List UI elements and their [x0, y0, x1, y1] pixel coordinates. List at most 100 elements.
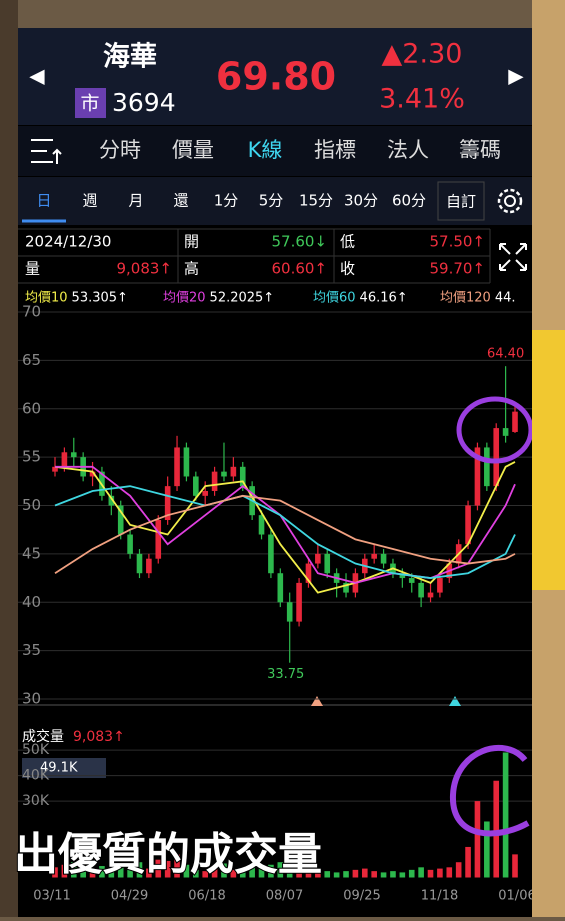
period[interactable]: 1分 [214, 192, 239, 210]
volume-bar [408, 869, 415, 878]
candle-body [155, 520, 162, 559]
volume-bar [193, 869, 199, 878]
volume-bar [221, 863, 227, 878]
volume-bar [512, 854, 518, 878]
candle-body [146, 558, 152, 574]
volume-value: 9,083↑ [73, 729, 125, 745]
y-tick-label: 40 [22, 593, 41, 611]
x-tick-label: 01/06 [498, 889, 535, 904]
high-label: 64.40 [487, 347, 524, 362]
tab[interactable]: 分時 [99, 138, 141, 162]
volume-bar [127, 867, 133, 878]
volume-bar [286, 853, 293, 878]
info-value: 57.50↑ [429, 233, 485, 251]
candle-body [371, 553, 377, 559]
volume-bar [146, 868, 152, 878]
period[interactable]: 60分 [392, 192, 426, 210]
menu-icon[interactable] [31, 139, 62, 164]
info-grid [18, 228, 491, 284]
low-label: 33.75 [267, 667, 304, 682]
volume-bar [174, 854, 180, 878]
y-tick-label: 35 [22, 641, 41, 659]
volume-bar [136, 862, 143, 878]
candle-body [484, 447, 490, 487]
volume-tick-label: 50K [22, 742, 50, 758]
next-arrow[interactable]: ▶ [508, 64, 524, 88]
legend-value: 44. [495, 291, 516, 306]
candle-body [136, 553, 143, 574]
volume-bar [418, 867, 424, 878]
candle-body [239, 466, 246, 487]
volume-bar [230, 869, 237, 878]
y-tick-label: 65 [22, 351, 41, 369]
tab[interactable]: 法人 [387, 138, 429, 162]
candle-body [343, 582, 349, 593]
candle-body [305, 563, 312, 583]
candle-body [408, 578, 415, 583]
tab[interactable]: 籌碼 [459, 138, 501, 162]
volume-bar [202, 871, 209, 878]
change: ▲2.30 [382, 39, 463, 70]
price: 69.80 [216, 55, 336, 99]
volume-bar [164, 860, 171, 878]
candle-body [324, 553, 331, 574]
candle-body [277, 573, 284, 603]
market: 市 [80, 93, 99, 115]
stock-code: 3694 [112, 88, 176, 117]
candle-body [493, 428, 500, 487]
volume-bar [343, 871, 349, 878]
poster [532, 330, 565, 590]
settings-gear[interactable] [497, 188, 523, 214]
candle-body [418, 582, 424, 598]
volume-bar [493, 780, 500, 878]
periods-bg [18, 177, 532, 225]
y-tick-label: 55 [22, 448, 41, 466]
period[interactable]: 還 [173, 192, 188, 210]
volume-bar [437, 868, 443, 878]
date: 2024/12/30 [25, 233, 111, 251]
x-tick-label: 04/29 [111, 889, 148, 904]
tab[interactable]: 價量 [172, 138, 214, 162]
subtitle: 出優質的成交量 [14, 829, 322, 880]
period[interactable]: 5分 [259, 192, 284, 210]
candle-body [183, 447, 190, 477]
x-tick-label: 08/07 [266, 889, 303, 904]
period[interactable]: 月 [128, 192, 143, 210]
volume-bar [61, 864, 68, 878]
volume-bar [239, 871, 246, 878]
volume-bar [117, 864, 124, 878]
hand-c [449, 744, 530, 837]
volume-marker-box [22, 758, 106, 778]
x-tick-label: 09/25 [343, 889, 380, 904]
volume-bar [399, 872, 406, 878]
tab[interactable]: K線 [248, 138, 283, 162]
volume-bar [474, 801, 481, 878]
volume-bar [155, 859, 162, 878]
period[interactable]: 30分 [344, 192, 378, 210]
prev-arrow[interactable]: ◀ [29, 64, 45, 88]
room-left [0, 0, 18, 917]
volume-bar [361, 868, 368, 878]
info-value: 60.60↑ [271, 260, 327, 278]
candle-body [427, 592, 434, 598]
tab[interactable]: 指標 [314, 138, 356, 162]
candle-body [108, 495, 115, 506]
volume-marker: 49.1K [40, 761, 78, 776]
period[interactable]: 日 [36, 192, 51, 210]
candle-body [174, 447, 180, 487]
expand-icon[interactable] [499, 243, 527, 271]
volume-bar [258, 868, 265, 878]
volume-bar [80, 868, 86, 878]
ma-line [54, 485, 516, 579]
volume-tick-label: 30K [22, 793, 50, 809]
period[interactable]: 週 [82, 192, 97, 210]
period[interactable]: 15分 [299, 192, 333, 210]
volume-bar [99, 866, 105, 878]
y-tick-label: 50 [22, 496, 41, 514]
volume-bar [70, 862, 77, 878]
candle-body [70, 452, 77, 458]
custom-period[interactable]: 自訂 [446, 193, 476, 211]
volume-bar [52, 867, 58, 878]
